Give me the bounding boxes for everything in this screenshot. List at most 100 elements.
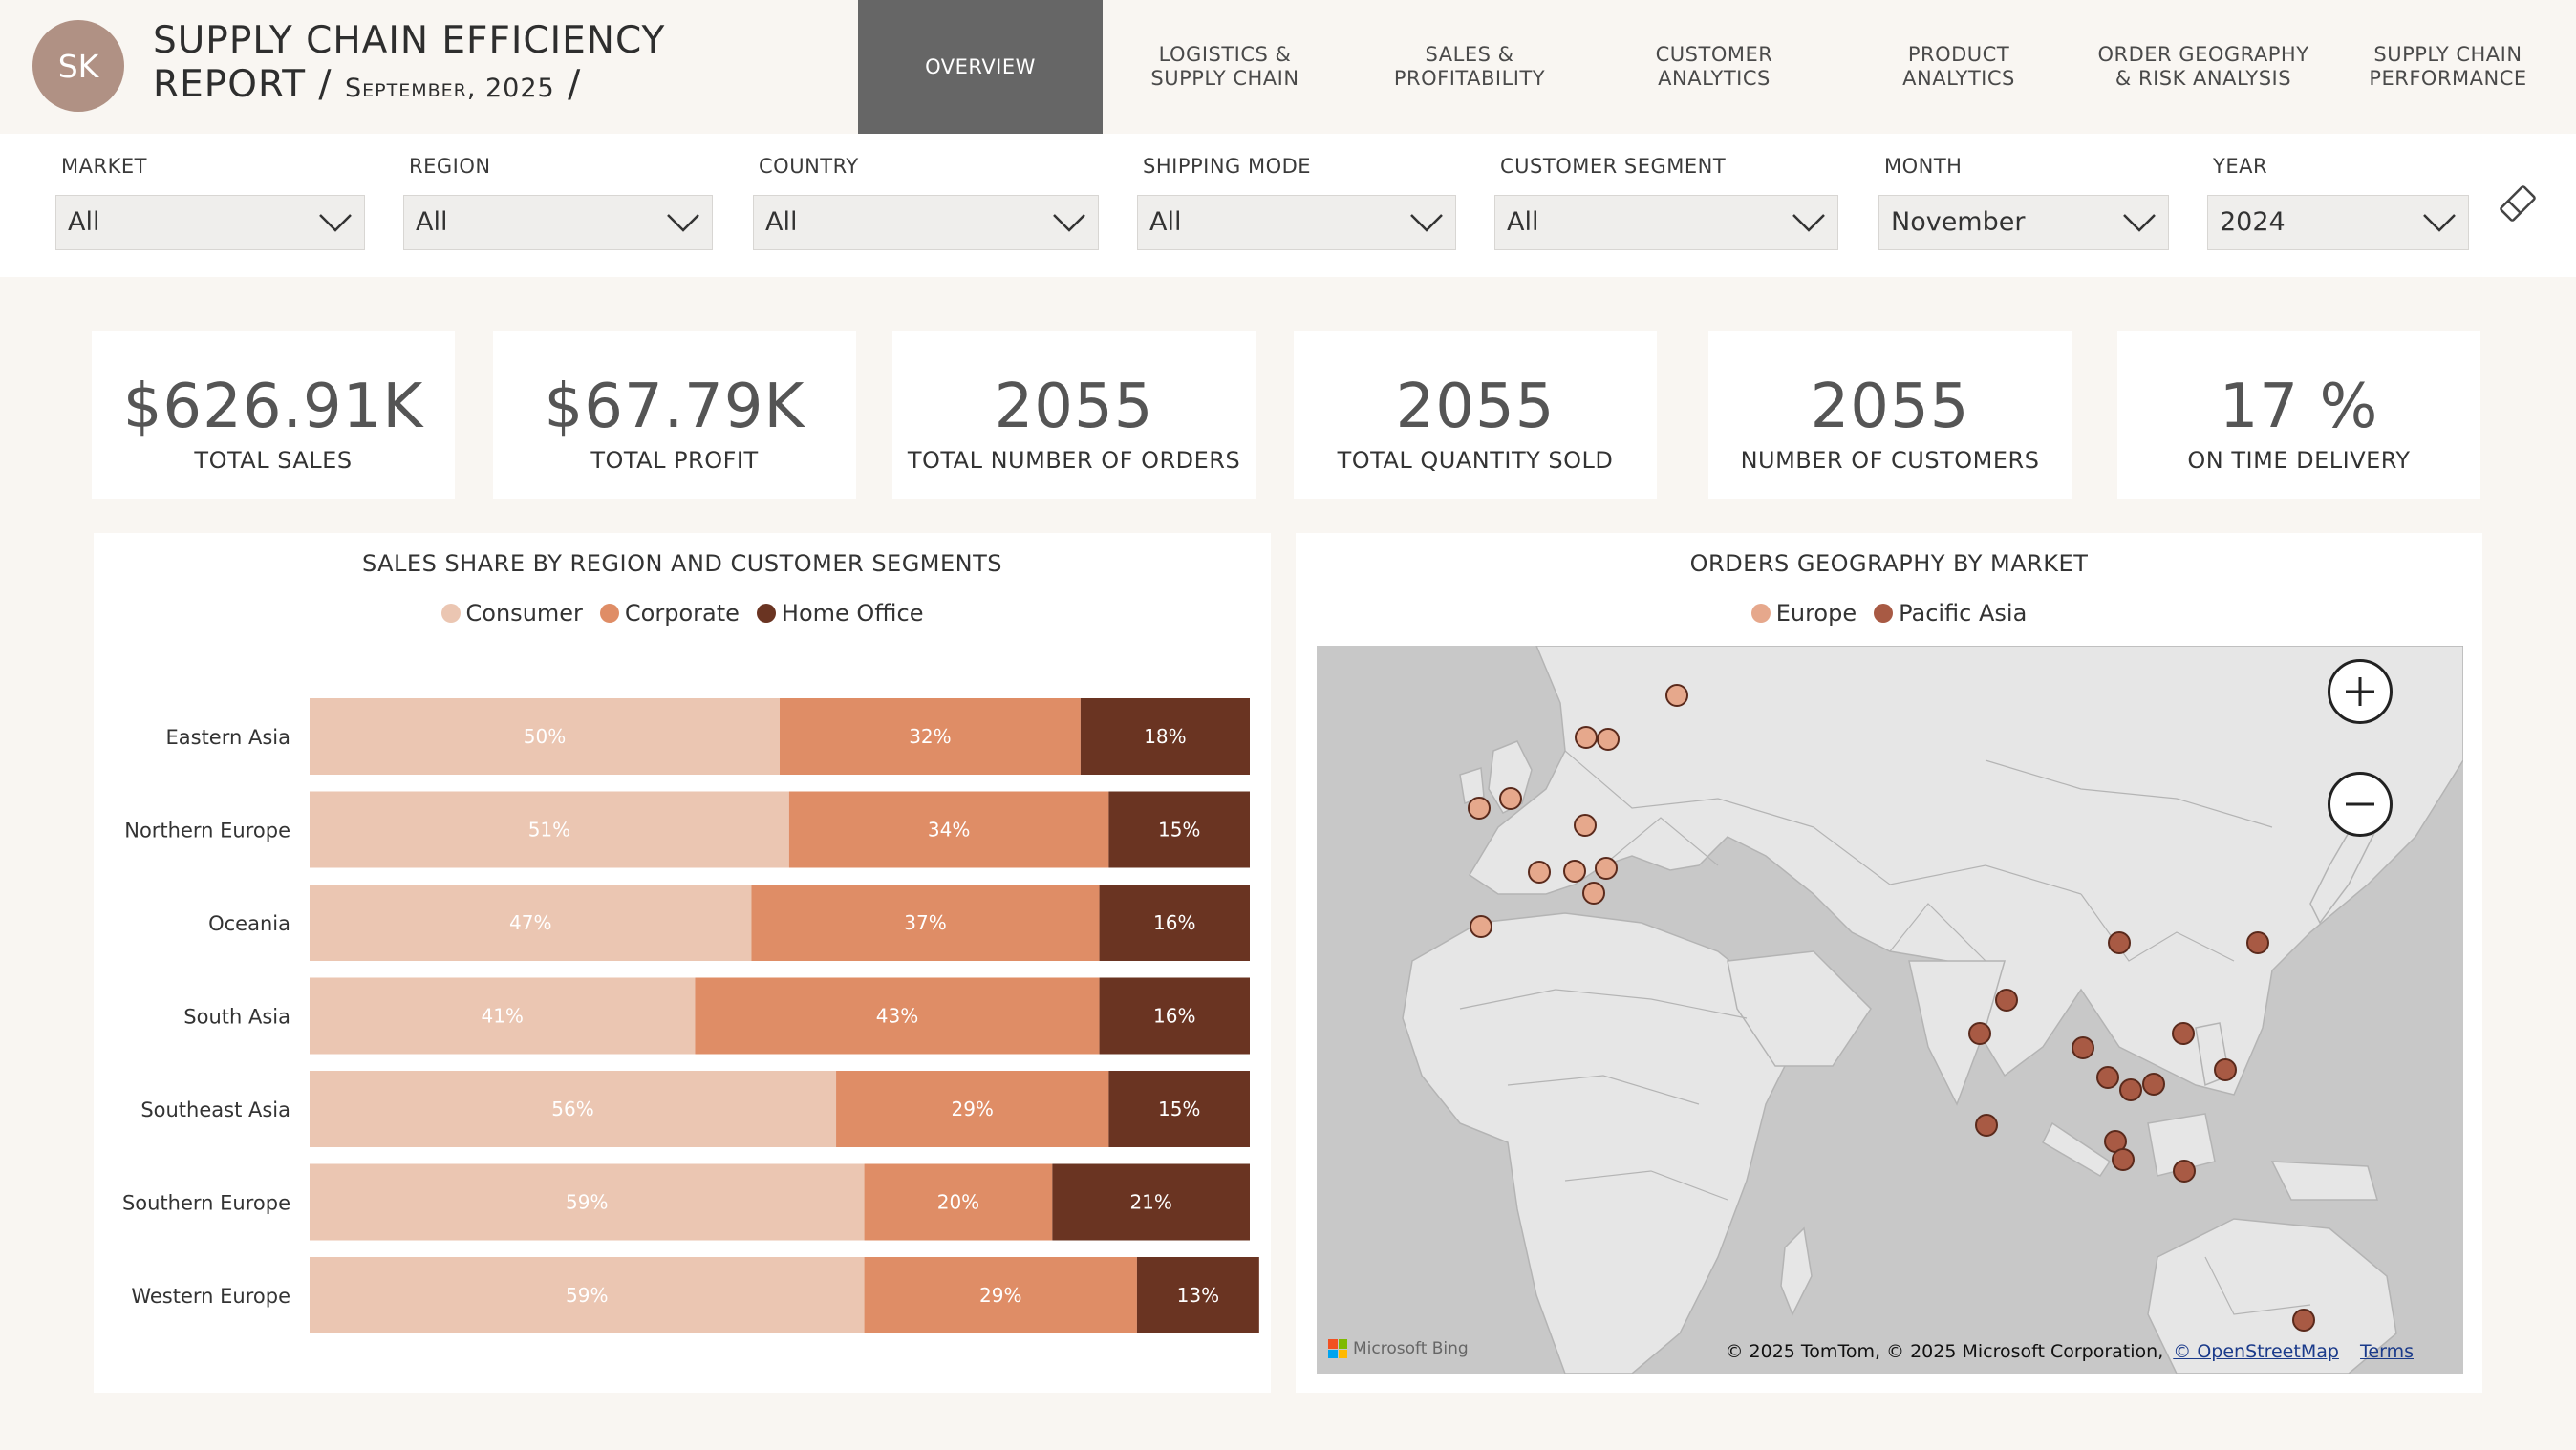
map-point-pacific-asia[interactable] (2072, 1036, 2094, 1059)
map-point-pacific-asia[interactable] (2119, 1078, 2142, 1101)
bar-segment[interactable] (310, 1071, 837, 1147)
bar-segment[interactable] (1099, 977, 1250, 1055)
page-title-line1: SUPPLY CHAIN EFFICIENCY (153, 19, 666, 62)
legend-item-europe[interactable]: Europe (1750, 600, 1857, 627)
map-point-europe[interactable] (1528, 861, 1551, 884)
tab-order-geography-risk[interactable]: ORDER GEOGRAPHY & RISK ANALYSIS (2097, 43, 2309, 90)
map-point-pacific-asia[interactable] (2112, 1148, 2135, 1171)
legend-label: Consumer (465, 600, 583, 627)
map-point-pacific-asia[interactable] (2096, 1066, 2119, 1089)
market-dropdown-value: All (68, 207, 100, 237)
map-point-pacific-asia[interactable] (2173, 1160, 2196, 1183)
legend-item-corporate[interactable]: Corporate (599, 600, 740, 627)
shipping-mode-dropdown[interactable]: All (1137, 195, 1456, 250)
country-dropdown[interactable]: All (753, 195, 1099, 250)
bar-segment[interactable] (788, 791, 1109, 868)
map-point-europe[interactable] (1597, 728, 1620, 751)
bar-segment[interactable] (310, 698, 780, 775)
category-label: Western Europe (131, 1285, 290, 1308)
bar-segment[interactable] (751, 885, 1100, 961)
map-point-europe[interactable] (1499, 787, 1522, 810)
bar-segment[interactable] (1099, 885, 1250, 961)
tab-customer-analytics[interactable]: CUSTOMER ANALYTICS (1655, 43, 1773, 90)
tab-overview[interactable]: OVERVIEW (858, 0, 1103, 134)
kpi-card-total-sales: $626.91K TOTAL SALES (92, 331, 455, 499)
legend-item-pacific-asia[interactable]: Pacific Asia (1874, 600, 2027, 627)
kpi-label: TOTAL QUANTITY SOLD (1337, 447, 1614, 474)
bar-segment[interactable] (780, 698, 1081, 775)
category-label: Northern Europe (124, 820, 290, 842)
tab-sales-profitability[interactable]: SALES & PROFITABILITY (1393, 43, 1546, 90)
market-dropdown[interactable]: All (55, 195, 365, 250)
bar-segment[interactable] (695, 977, 1100, 1055)
bar-segment[interactable] (1108, 791, 1250, 868)
kpi-label: NUMBER OF CUSTOMERS (1740, 447, 2040, 474)
month-dropdown[interactable]: November (1878, 195, 2169, 250)
map-point-pacific-asia[interactable] (2108, 931, 2131, 954)
data-label: 32% (909, 725, 951, 748)
border-line (1564, 750, 1814, 828)
map-point-pacific-asia[interactable] (2142, 1073, 2165, 1096)
bar-segment[interactable] (836, 1071, 1109, 1147)
legend-item-home-office[interactable]: Home Office (756, 600, 923, 627)
map-point-europe[interactable] (1574, 814, 1597, 837)
title-prefix: REPORT / (153, 63, 345, 106)
map-point-pacific-asia[interactable] (2214, 1058, 2237, 1081)
land-new-guinea (2270, 1161, 2378, 1201)
customer-segment-dropdown[interactable]: All (1494, 195, 1838, 250)
openstreetmap-link[interactable]: © OpenStreetMap (2173, 1341, 2339, 1362)
map-point-pacific-asia[interactable] (1975, 1114, 1998, 1137)
year-dropdown[interactable]: 2024 (2207, 195, 2469, 250)
bar-segment[interactable] (1108, 1071, 1250, 1147)
map-point-pacific-asia[interactable] (2292, 1309, 2315, 1332)
map-point-europe[interactable] (1468, 797, 1491, 820)
bar-segment[interactable] (1080, 698, 1250, 775)
bar-segment[interactable] (864, 1163, 1053, 1241)
map-point-pacific-asia[interactable] (2172, 1022, 2195, 1045)
border-line (1985, 759, 2273, 828)
map-point-europe[interactable] (1665, 684, 1688, 707)
terms-link[interactable]: Terms (2360, 1341, 2414, 1362)
map-point-pacific-asia[interactable] (2246, 931, 2269, 954)
map-point-europe[interactable] (1470, 915, 1492, 938)
map-canvas[interactable]: Microsoft Bing © 2025 TomTom, © 2025 Mic… (1317, 646, 2463, 1374)
bar-segment[interactable] (310, 1163, 865, 1241)
bar-segment[interactable] (310, 791, 789, 868)
tab-logistics-supply-chain[interactable]: LOGISTICS & SUPPLY CHAIN (1150, 43, 1299, 90)
border-line (2080, 893, 2235, 962)
map-point-europe[interactable] (1563, 860, 1586, 883)
bar-segment[interactable] (1052, 1163, 1250, 1241)
zoom-in-button[interactable] (2328, 659, 2393, 724)
tab-supply-chain-performance[interactable]: SUPPLY CHAIN PERFORMANCE (2369, 43, 2527, 90)
chevron-down-icon (1053, 214, 1085, 232)
logo-square-yellow (1338, 1349, 1347, 1358)
land-australia (2147, 1218, 2397, 1374)
map-point-pacific-asia[interactable] (1968, 1022, 1991, 1045)
tab-product-analytics[interactable]: PRODUCT ANALYTICS (1902, 43, 2015, 90)
map-point-europe[interactable] (1582, 882, 1605, 905)
filter-label-country: COUNTRY (759, 155, 859, 178)
bar-segment[interactable] (1136, 1257, 1259, 1333)
map-point-pacific-asia[interactable] (1995, 989, 2018, 1012)
region-dropdown[interactable]: All (403, 195, 713, 250)
plus-icon (2346, 677, 2374, 706)
bar-segment[interactable] (310, 885, 752, 961)
bar-segment[interactable] (310, 977, 696, 1055)
zoom-out-button[interactable] (2328, 772, 2393, 837)
bar-segment[interactable] (310, 1257, 865, 1333)
data-label: 47% (509, 911, 551, 934)
legend-label: Europe (1775, 600, 1857, 627)
kpi-label: TOTAL NUMBER OF ORDERS (907, 447, 1241, 474)
map-point-europe[interactable] (1595, 857, 1618, 880)
eraser-icon[interactable] (2496, 181, 2540, 225)
data-label: 21% (1129, 1191, 1171, 1214)
chevron-down-icon (2423, 214, 2456, 232)
country-dropdown-value: All (765, 207, 798, 237)
legend-item-consumer[interactable]: Consumer (440, 600, 583, 627)
microsoft-logo-icon (1328, 1339, 1347, 1358)
map-point-europe[interactable] (1575, 726, 1598, 749)
report-header: SK SUPPLY CHAIN EFFICIENCY REPORT / Sept… (0, 0, 2576, 134)
legend-dot (1874, 604, 1894, 623)
bar-segment[interactable] (864, 1257, 1137, 1333)
kpi-value: 2055 (1395, 372, 1556, 442)
